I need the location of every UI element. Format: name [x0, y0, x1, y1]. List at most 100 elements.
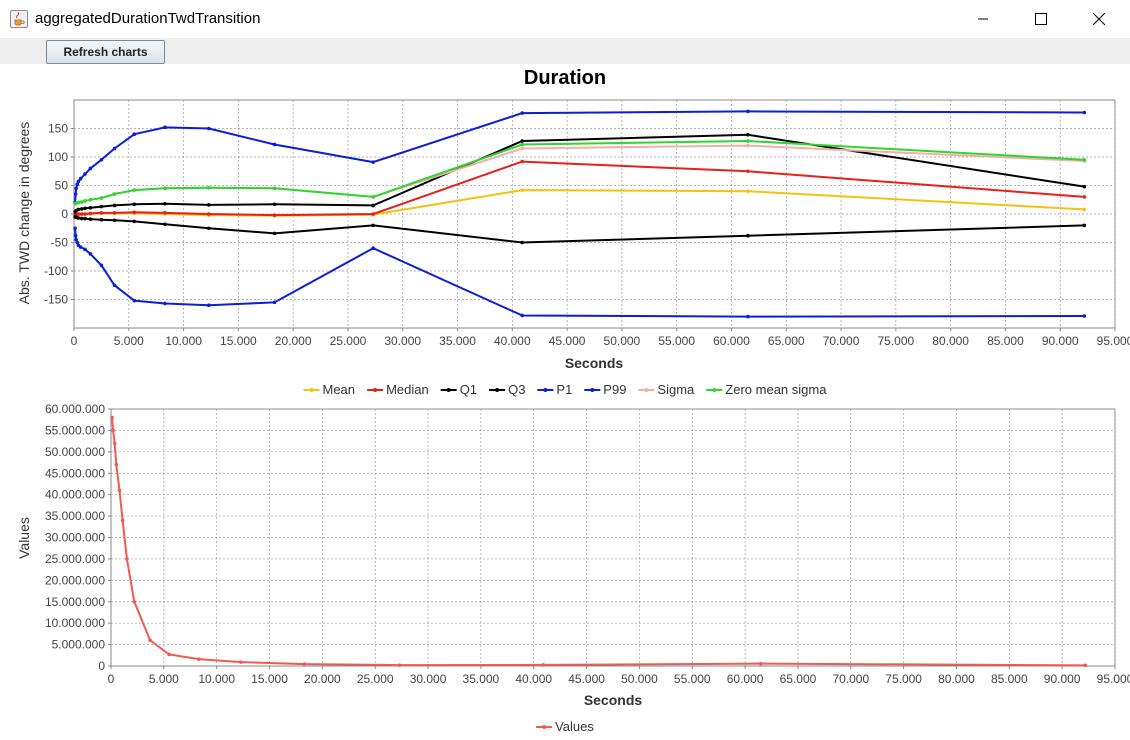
- data-point-zero-mean-sigma: [163, 186, 167, 191]
- legend-label: Zero mean sigma: [725, 382, 827, 397]
- data-point-p99: [78, 176, 83, 181]
- x-tick-label: 0: [108, 672, 115, 686]
- y-tick-label: 30.000.000: [45, 531, 105, 545]
- x-tick-label: 5.000: [149, 672, 179, 686]
- data-point-zero-mean-sigma: [112, 192, 117, 196]
- x-tick-label: 70.000: [823, 334, 860, 348]
- x-tick-label: 50.000: [621, 672, 658, 686]
- y-tick-label: 100: [48, 150, 68, 164]
- x-tick-label: 90.000: [1042, 334, 1079, 348]
- x-tick-label: 55.000: [658, 334, 695, 348]
- data-point-p1: [78, 245, 83, 249]
- data-point-zero-mean-sigma: [88, 197, 93, 202]
- data-point-zero-mean-sigma: [83, 199, 87, 203]
- x-tick-label: 60.000: [727, 672, 764, 686]
- data-point-zero-mean-sigma: [99, 196, 104, 200]
- y-tick-label: 50: [55, 179, 69, 193]
- x-tick-label: 25.000: [330, 334, 367, 348]
- data-point-median: [371, 212, 375, 216]
- data-point-q3: [83, 206, 87, 211]
- data-point-q1: [272, 231, 277, 236]
- y-axis-label: Abs. TWD change in degrees: [16, 122, 32, 305]
- data-point-values: [117, 488, 122, 493]
- data-point-values: [397, 663, 402, 667]
- maximize-icon: [1035, 13, 1047, 25]
- data-point-median: [76, 212, 81, 216]
- maximize-button[interactable]: [1012, 0, 1070, 38]
- x-tick-label: 95.000: [1097, 672, 1130, 686]
- data-point-sigma: [520, 146, 524, 151]
- x-tick-label: 25.000: [357, 672, 394, 686]
- x-tick-label: 70.000: [832, 672, 869, 686]
- data-point-q3: [79, 207, 84, 211]
- x-tick-label: 75.000: [877, 334, 914, 348]
- legend-label: Q3: [508, 382, 525, 397]
- data-point-q1: [79, 216, 84, 221]
- data-point-median: [99, 211, 104, 215]
- x-tick-label: 20.000: [275, 334, 312, 348]
- x-tick-label: 50.000: [604, 334, 641, 348]
- data-point-median: [272, 213, 277, 217]
- x-tick-label: 35.000: [439, 334, 476, 348]
- data-point-values: [1083, 663, 1088, 668]
- x-tick-label: 5.000: [114, 334, 144, 348]
- minimize-button[interactable]: [954, 0, 1012, 38]
- data-point-values: [132, 599, 137, 604]
- data-point-q1: [371, 223, 375, 228]
- refresh-charts-label: Refresh charts: [63, 45, 148, 59]
- x-tick-label: 20.000: [304, 672, 341, 686]
- data-point-q3: [76, 207, 81, 212]
- data-point-q1: [1082, 223, 1087, 228]
- x-tick-label: 90.000: [1044, 672, 1081, 686]
- data-point-p1: [520, 313, 524, 318]
- data-point-median: [112, 211, 117, 215]
- data-point-p99: [163, 125, 167, 130]
- data-point-p99: [74, 186, 78, 191]
- data-point-p99: [272, 142, 277, 147]
- legend-item: P99: [584, 382, 626, 397]
- data-point-q3: [272, 202, 277, 207]
- data-point-q3: [163, 201, 167, 206]
- data-point-q1: [163, 222, 167, 227]
- data-point-q1: [746, 233, 750, 238]
- legend-marker: [644, 388, 649, 392]
- legend-item: P1: [537, 382, 572, 397]
- refresh-charts-button[interactable]: Refresh charts: [46, 40, 165, 64]
- data-point-p99: [371, 160, 375, 164]
- data-point-q1: [132, 219, 137, 224]
- data-point-values: [112, 441, 117, 446]
- data-point-p1: [112, 283, 117, 288]
- data-point-p1: [746, 314, 750, 319]
- data-point-p99: [746, 109, 750, 114]
- data-point-values: [148, 638, 152, 643]
- x-tick-label: 40.000: [494, 334, 531, 348]
- x-tick-label: 65.000: [780, 672, 817, 686]
- y-tick-label: -50: [51, 236, 69, 250]
- close-button[interactable]: [1070, 0, 1128, 38]
- data-point-zero-mean-sigma: [371, 195, 375, 199]
- legend-item: Mean: [303, 382, 355, 397]
- x-tick-label: 30.000: [384, 334, 421, 348]
- data-point-median: [746, 169, 750, 174]
- data-point-q3: [1082, 184, 1087, 189]
- data-point-zero-mean-sigma: [1082, 158, 1087, 162]
- y-tick-label: 150: [48, 122, 68, 136]
- data-point-p99: [88, 166, 93, 171]
- x-axis-label: Seconds: [584, 692, 643, 708]
- data-point-mean: [520, 188, 524, 192]
- data-point-p1: [73, 226, 77, 231]
- legend-label: P99: [603, 382, 626, 397]
- x-tick-label: 30.000: [410, 672, 447, 686]
- data-point-q3: [371, 203, 375, 208]
- data-point-zero-mean-sigma: [206, 185, 211, 190]
- y-axis-label: Values: [16, 517, 32, 559]
- data-point-q3: [132, 202, 137, 207]
- data-point-p1: [99, 263, 104, 268]
- x-tick-label: 65.000: [768, 334, 805, 348]
- data-point-q3: [99, 204, 104, 209]
- x-tick-label: 10.000: [198, 672, 235, 686]
- data-point-p99: [132, 132, 137, 136]
- legend-item: Q1: [440, 382, 477, 397]
- y-tick-label: 0: [61, 207, 68, 221]
- y-tick-label: 60.000.000: [45, 402, 105, 416]
